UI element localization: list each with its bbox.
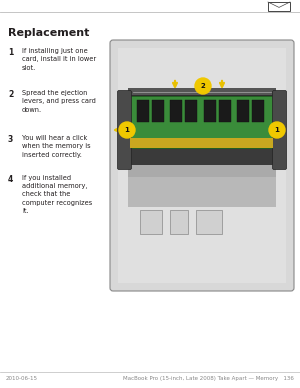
Text: 4: 4 [8,175,13,184]
Bar [204,100,216,122]
Circle shape [119,122,135,138]
Text: 1: 1 [124,127,129,133]
FancyBboxPatch shape [118,90,131,170]
Text: 1: 1 [274,127,279,133]
Text: 2010-06-15: 2010-06-15 [6,376,38,381]
Circle shape [269,122,285,138]
Bar [140,210,162,234]
Text: 3: 3 [8,135,13,144]
Bar [170,210,188,234]
Bar [185,100,197,122]
Bar [128,88,276,96]
Bar [118,48,286,283]
Bar [219,100,231,122]
Bar [128,177,276,207]
Text: Spread the ejection
levers, and press card
down.: Spread the ejection levers, and press ca… [22,90,96,113]
Bar [130,96,273,148]
Circle shape [195,78,211,94]
Text: If you installed
additional memory,
check that the
computer recognizes
it.: If you installed additional memory, chec… [22,175,92,214]
Bar [252,100,264,122]
Bar [128,165,276,177]
Bar [237,100,249,122]
Text: If installing just one
card, install it in lower
slot.: If installing just one card, install it … [22,48,96,71]
Text: MacBook Pro (15-inch, Late 2008) Take Apart — Memory   136: MacBook Pro (15-inch, Late 2008) Take Ap… [123,376,294,381]
Bar [196,210,222,234]
Text: 2: 2 [8,90,13,99]
Text: You will hear a click
when the memory is
inserted correctly.: You will hear a click when the memory is… [22,135,91,158]
Bar [170,100,182,122]
Bar [152,100,164,122]
FancyBboxPatch shape [110,40,294,291]
Text: 1: 1 [8,48,13,57]
FancyBboxPatch shape [268,2,290,11]
Bar [137,100,149,122]
Bar [130,138,273,148]
Text: Replacement: Replacement [8,28,89,38]
FancyBboxPatch shape [128,95,276,165]
FancyBboxPatch shape [272,90,286,170]
Text: 2: 2 [201,83,206,89]
